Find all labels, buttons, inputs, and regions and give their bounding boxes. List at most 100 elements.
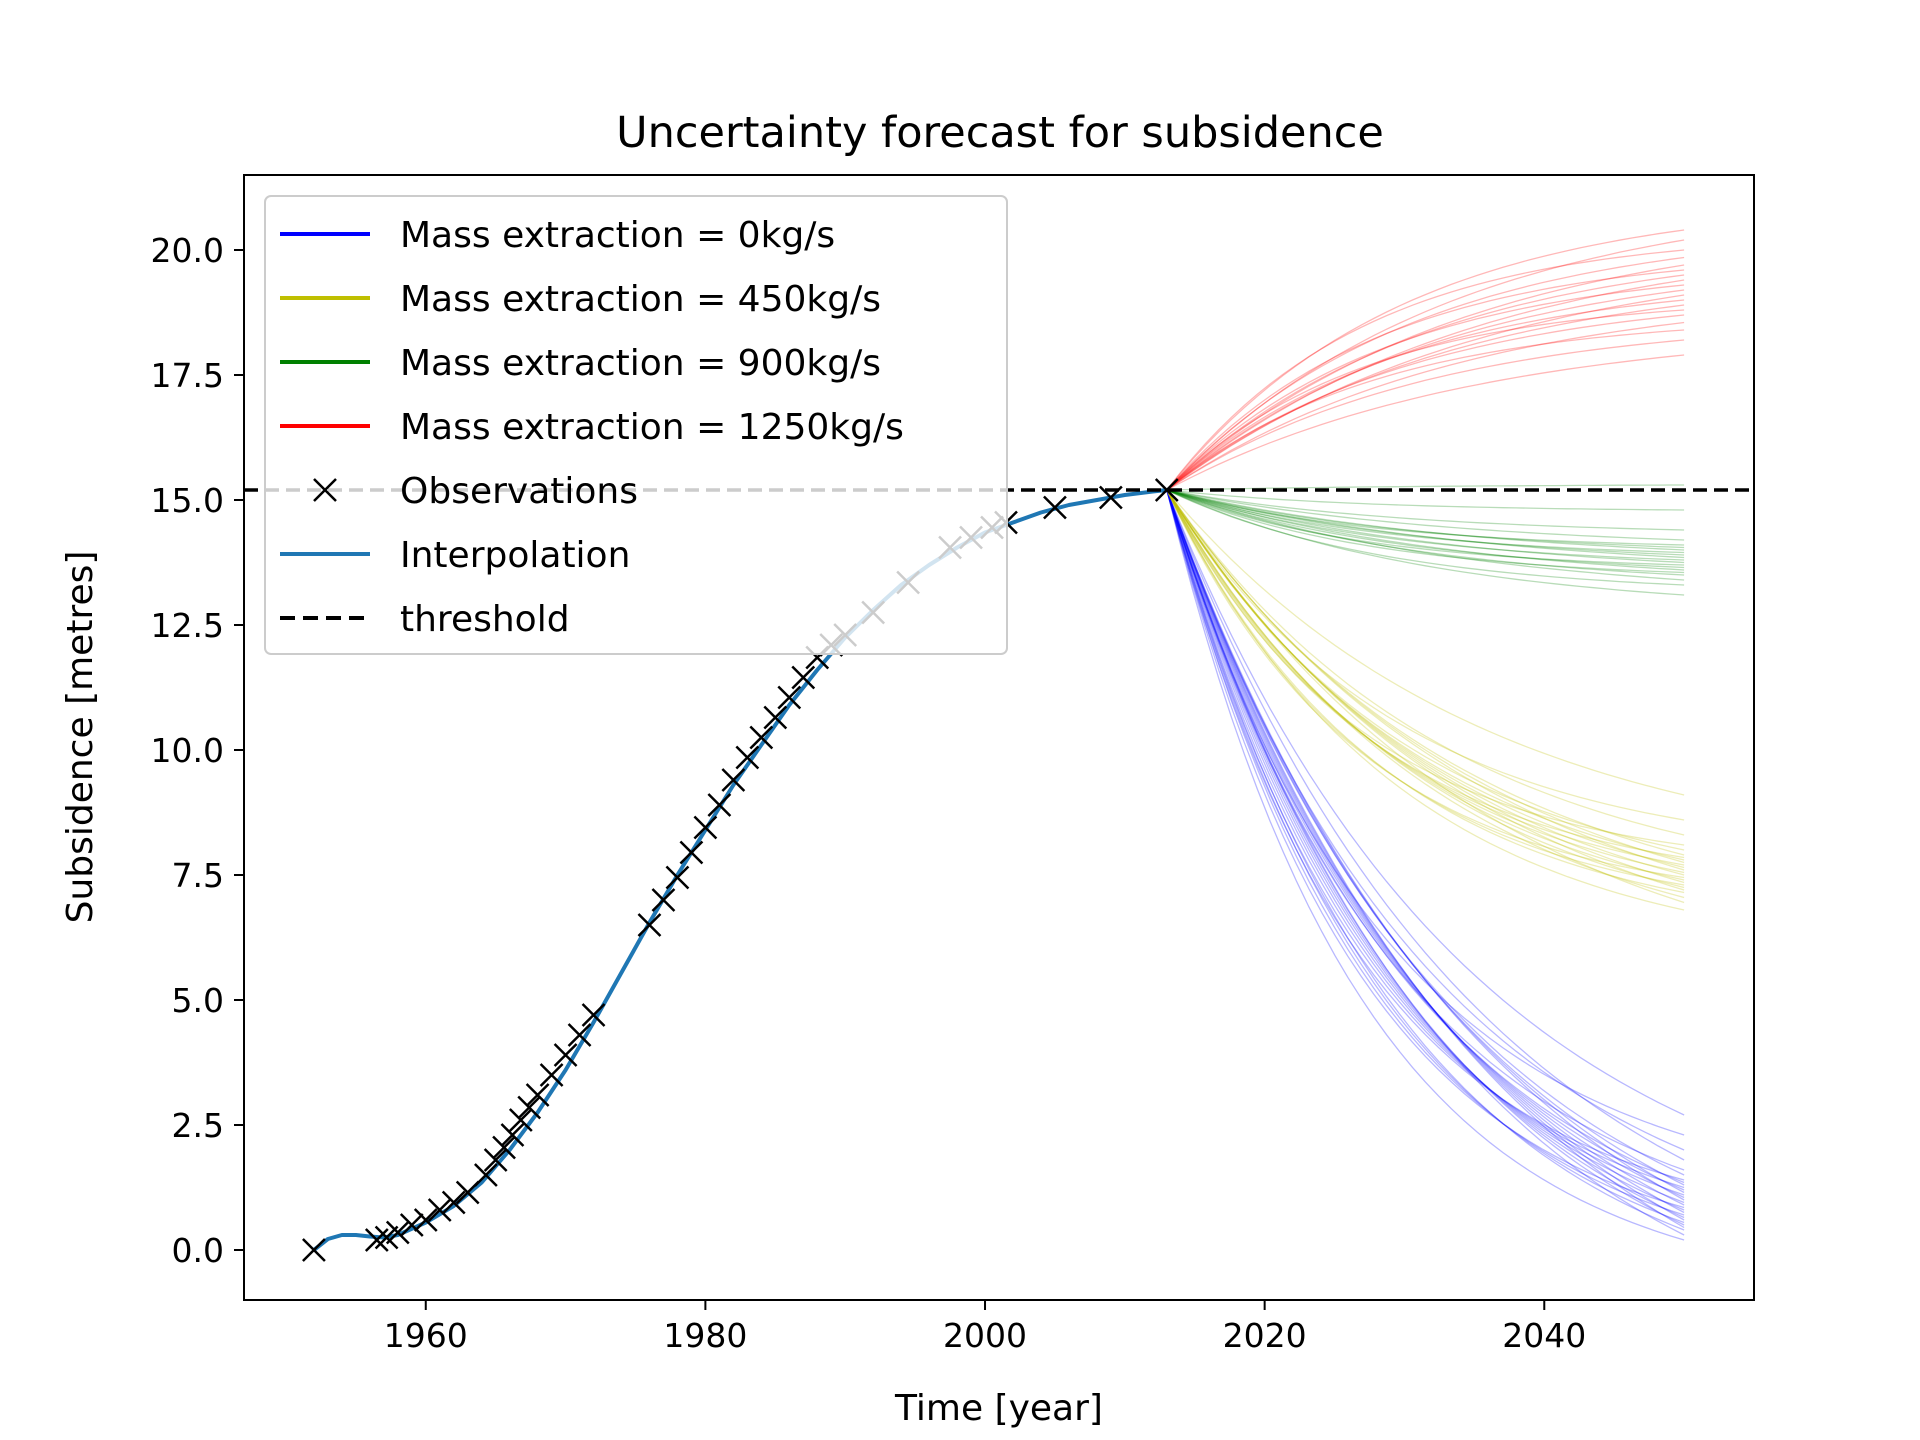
observation-marker — [500, 1123, 525, 1147]
legend-label: threshold — [400, 599, 570, 640]
forecast-line — [1166, 489, 1685, 576]
forecast-line — [1166, 489, 1685, 876]
forecast-line — [1166, 489, 1685, 546]
forecast-line — [1166, 489, 1685, 891]
forecast-line — [1166, 489, 1685, 556]
legend-label: Mass extraction = 0kg/s — [400, 215, 835, 256]
forecast-line — [1166, 314, 1685, 491]
forecast-line — [1166, 299, 1685, 491]
forecast-line — [1166, 489, 1685, 911]
forecast-line — [1166, 489, 1685, 581]
y-axis-label: Subsidence [metres] — [60, 551, 101, 924]
forecast-line — [1166, 489, 1685, 1186]
x-tick-label: 2000 — [943, 1316, 1027, 1355]
observation-marker — [637, 913, 662, 937]
legend-label: Interpolation — [400, 535, 630, 576]
forecast-line — [1166, 304, 1685, 491]
y-tick-label: 12.5 — [151, 606, 224, 645]
forecast-line — [1166, 249, 1685, 491]
forecast-line — [1166, 489, 1685, 1151]
forecast-line — [1166, 264, 1685, 491]
forecast-line — [1166, 284, 1685, 491]
forecast-line — [1166, 489, 1685, 561]
forecast-line — [1166, 289, 1685, 491]
observation-marker — [539, 1063, 564, 1087]
forecast-line — [1166, 489, 1685, 1196]
observation-marker — [399, 1213, 424, 1237]
forecast-line — [1166, 489, 1685, 564]
forecast-line — [1166, 489, 1685, 1209]
forecast-line — [1166, 489, 1685, 879]
forecast-line — [1166, 489, 1685, 1116]
observation-marker — [508, 1108, 533, 1132]
forecast-line — [1166, 489, 1685, 586]
observation-marker — [791, 665, 816, 690]
y-tick-label: 10.0 — [151, 731, 224, 770]
observation-marker — [441, 1190, 466, 1215]
legend-label: Mass extraction = 450kg/s — [400, 279, 881, 320]
forecast-line — [1166, 489, 1685, 869]
forecast-line — [1166, 489, 1685, 871]
forecast-line — [1166, 489, 1685, 1231]
x-tick-label: 1960 — [384, 1316, 468, 1355]
forecast-line — [1166, 489, 1685, 1236]
forecast-line — [1166, 489, 1685, 1216]
forecast-line — [1166, 489, 1685, 859]
observation-marker — [693, 815, 718, 840]
forecast-series — [1166, 489, 1685, 1241]
legend-label: Mass extraction = 900kg/s — [400, 343, 881, 384]
forecast-line — [1166, 489, 1685, 1206]
legend-box — [264, 195, 1008, 655]
forecast-line — [1166, 229, 1685, 491]
observation-marker — [763, 705, 788, 730]
observation-marker — [707, 793, 732, 817]
forecast-line — [1166, 339, 1685, 491]
x-tick-label: 1980 — [663, 1316, 747, 1355]
legend-entry: Mass extraction = 450kg/s — [280, 279, 881, 320]
forecast-line — [1166, 489, 1685, 851]
forecast-line — [1166, 489, 1685, 566]
forecast-line — [1166, 489, 1685, 551]
forecast-line — [1166, 489, 1685, 1194]
forecast-line — [1166, 489, 1685, 571]
observation-marker — [1043, 495, 1067, 520]
forecast-line — [1166, 489, 1685, 531]
forecast-line — [1166, 489, 1685, 874]
observation-marker — [679, 840, 704, 865]
forecast-line — [1166, 489, 1685, 569]
forecast-line — [1166, 274, 1685, 491]
observation-marker — [1154, 478, 1179, 502]
forecast-line — [1166, 489, 1685, 846]
legend-entry: Mass extraction = 1250kg/s — [280, 407, 904, 448]
observation-marker — [777, 685, 802, 710]
forecast-series — [1166, 484, 1685, 596]
observation-marker — [413, 1208, 438, 1232]
y-tick-label: 7.5 — [172, 856, 224, 895]
forecast-line — [1166, 489, 1685, 1229]
y-tick-label: 17.5 — [151, 356, 224, 395]
plot-frame — [243, 174, 1755, 1301]
observation-marker — [427, 1198, 452, 1222]
forecast-line — [1166, 489, 1685, 554]
observation-marker — [385, 1220, 410, 1245]
plot-area — [244, 229, 1754, 1262]
forecast-line — [1166, 489, 1685, 894]
forecast-line — [1166, 489, 1685, 884]
observation-marker — [364, 1228, 389, 1252]
forecast-line — [1166, 489, 1685, 1219]
forecast-line — [1166, 239, 1685, 491]
legend-label: Mass extraction = 1250kg/s — [400, 407, 904, 448]
forecast-line — [1166, 489, 1685, 541]
observation-marker — [721, 768, 746, 792]
forecast-line — [1166, 489, 1685, 904]
forecast-line — [1166, 309, 1685, 491]
forecast-line — [1166, 269, 1685, 491]
legend: Mass extraction = 0kg/s Mass extraction =… — [264, 195, 1008, 655]
legend-swatch — [313, 478, 337, 502]
y-tick-label: 15.0 — [151, 481, 224, 520]
observation-marker — [553, 1043, 578, 1067]
observation-marker — [492, 1135, 516, 1160]
forecast-line — [1166, 489, 1685, 866]
x-tick-label: 2040 — [1502, 1316, 1586, 1355]
